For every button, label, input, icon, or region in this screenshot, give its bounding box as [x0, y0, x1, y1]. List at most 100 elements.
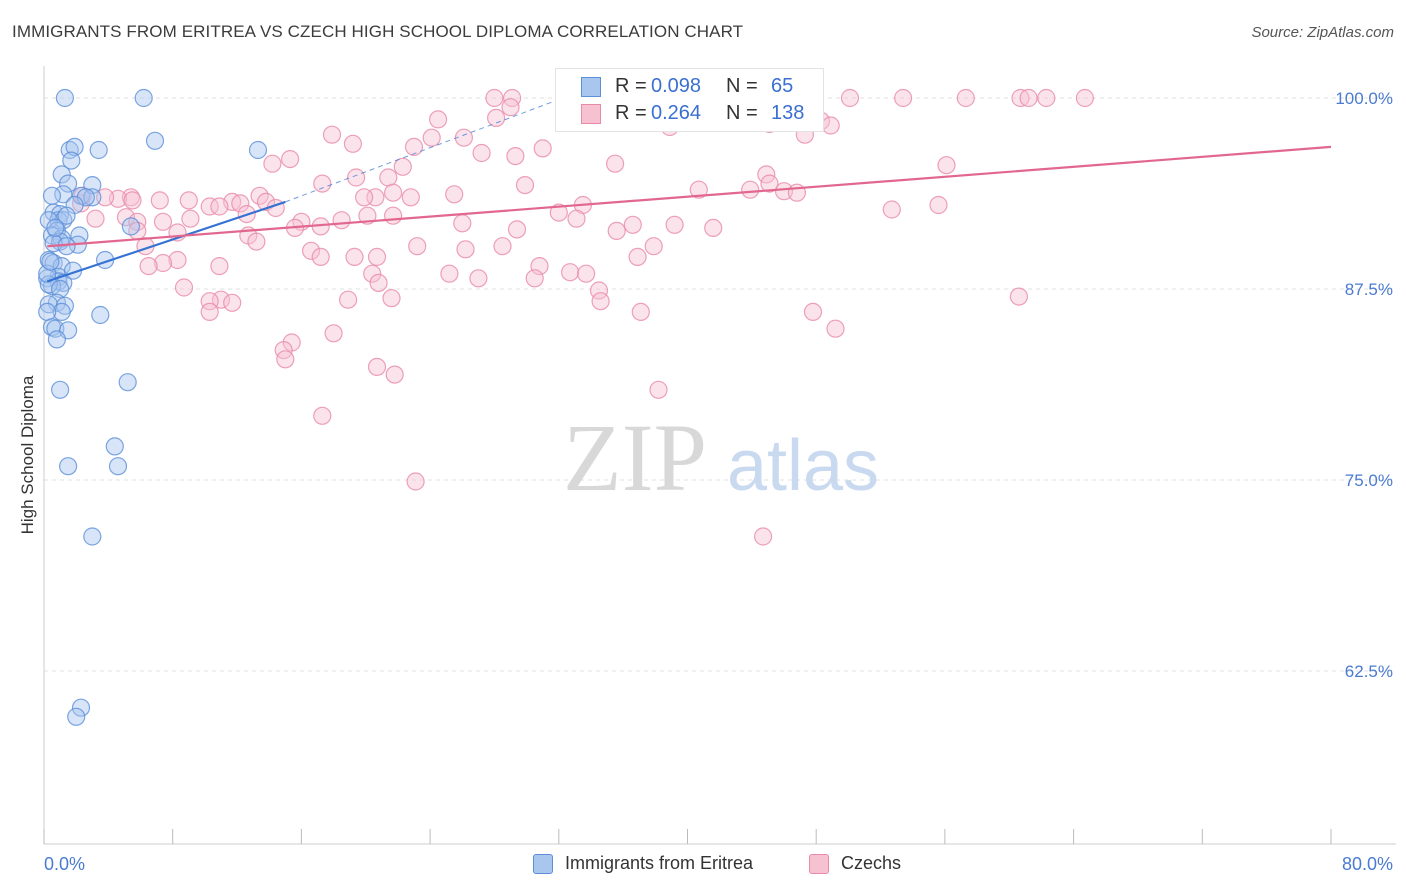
eritrea-point [83, 527, 102, 546]
czechs-point [367, 247, 387, 266]
eritrea-point [42, 186, 62, 205]
czechs-point [153, 212, 173, 231]
czechs-point [704, 218, 723, 237]
eritrea-point [47, 330, 67, 349]
czechs-point [469, 269, 488, 288]
y-axis-label: High School Diploma [18, 375, 37, 535]
eritrea-swatch [581, 77, 601, 97]
czechs-point [223, 293, 242, 312]
czechs-point [560, 263, 580, 282]
czechs-point [445, 185, 464, 204]
legend-r-label: R = [615, 75, 647, 97]
czechs-point [649, 380, 668, 399]
czechs-point [276, 350, 295, 369]
czechs-point [339, 290, 358, 309]
czechs-point [487, 108, 506, 128]
czechs-point [263, 154, 282, 173]
series-legend: Immigrants from Eritrea Czechs [0, 853, 1406, 877]
czechs-point [893, 88, 913, 108]
czechs-point [385, 365, 404, 384]
czechs-point [760, 174, 779, 193]
legend-r-value: 0.264 [651, 102, 702, 124]
czechs-point [576, 264, 596, 283]
legend-n-value: 138 [771, 102, 805, 124]
czechs-point [408, 237, 427, 256]
czechs-point [347, 168, 366, 187]
eritrea-point [52, 165, 71, 184]
legend-n-value: 65 [771, 75, 794, 97]
czechs-point [665, 215, 684, 234]
czechs-point [591, 292, 610, 311]
czechs-point [454, 128, 473, 147]
czechs-point [384, 206, 403, 225]
x-tick-label: 0.0% [44, 854, 85, 874]
legend-n-label: N = [726, 75, 758, 97]
eritrea-point [118, 373, 137, 392]
czechs-point [937, 156, 956, 175]
eritrea-point [62, 151, 81, 170]
eritrea-point [50, 279, 70, 299]
eritrea-point [121, 217, 140, 236]
czechs-point [644, 237, 663, 256]
czechs-point [123, 191, 142, 210]
czechs-point [453, 214, 472, 233]
czechs-legend-swatch [809, 854, 829, 874]
eritrea-point [248, 140, 268, 160]
czechs-point [549, 203, 568, 222]
watermark: ZIP atlas [563, 404, 879, 511]
czechs-point [507, 220, 527, 239]
czechs-point [71, 194, 91, 213]
trend-lines [46, 99, 1332, 283]
czechs-trend-line [47, 145, 1332, 248]
watermark-atlas: atlas [727, 426, 879, 506]
eritrea-point [46, 218, 65, 237]
czechs-point [181, 209, 200, 228]
czechs-point [821, 116, 840, 135]
y-tick-label: 87.5% [1345, 280, 1393, 299]
czechs-swatch [581, 104, 601, 124]
czechs-point [501, 98, 520, 117]
eritrea-trend-line [46, 200, 286, 283]
czechs-point [200, 197, 219, 216]
czechs-point [826, 319, 845, 338]
eritrea-point [57, 206, 76, 225]
czechs-point [313, 406, 332, 425]
czechs-point [174, 278, 194, 297]
eritrea-point [67, 707, 86, 726]
czechs-point [179, 191, 198, 210]
czechs-point [429, 110, 448, 129]
czechs-point [210, 197, 229, 216]
czechs-point [422, 128, 441, 147]
czechs-point [200, 292, 219, 311]
czechs-point [525, 269, 544, 288]
eritrea-point [38, 302, 57, 321]
czechs-point [1037, 88, 1056, 108]
czechs-point [515, 176, 535, 195]
eritrea-point [105, 437, 124, 456]
legend-n-label: N = [726, 102, 758, 124]
eritrea-point [91, 305, 110, 325]
czechs-point [150, 191, 169, 210]
czechs-point [689, 180, 708, 199]
y-tick-label: 75.0% [1345, 471, 1393, 490]
czechs-point [840, 88, 860, 108]
gridlines [44, 97, 1396, 672]
czechs-point [322, 125, 342, 144]
series-eritrea-points [38, 88, 268, 726]
czechs-point [803, 302, 823, 321]
czechs-point [358, 206, 377, 225]
czechs-point [533, 139, 552, 158]
eritrea-point [52, 302, 71, 321]
eritrea-trend-dashed [285, 99, 559, 203]
y-tick-label: 100.0% [1335, 89, 1393, 108]
legend-r-label: R = [615, 102, 647, 124]
czechs-point [506, 147, 525, 166]
czechs-point [332, 211, 351, 230]
x-tick-labels: 0.0% 80.0% [44, 854, 1393, 874]
czechs-point [406, 472, 425, 491]
czechs-point [472, 143, 491, 163]
czechs-point [393, 157, 412, 176]
czechs-point [882, 200, 901, 219]
eritrea-point [145, 131, 165, 150]
czechs-point [956, 88, 975, 108]
